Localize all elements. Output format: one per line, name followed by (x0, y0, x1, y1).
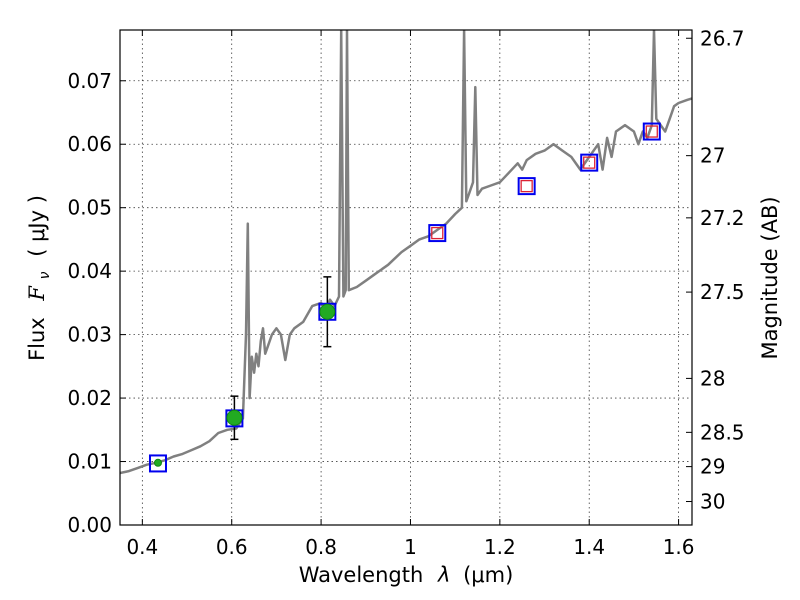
x-tick-label: 1.2 (484, 535, 516, 559)
y-axis-label: Flux (25, 317, 49, 361)
photometry-markers (148, 122, 661, 473)
x-axis-label: Wavelength (299, 563, 424, 587)
green-circle-marker (319, 303, 336, 320)
y-tick-label: 0.04 (67, 259, 112, 283)
red-square-marker (520, 179, 533, 193)
green-circle-marker (153, 458, 162, 467)
right-tick-label: 27 (700, 144, 725, 168)
x-axis-unit: (μm) (463, 563, 513, 587)
y-axis-title-left: Flux F ν ( μJy ) (25, 195, 54, 361)
x-tick-label: 0.6 (216, 535, 248, 559)
y-tick-label: 0.07 (67, 69, 112, 93)
y-axis-ticks: 0.00 0.01 0.02 0.03 0.04 0.05 0.06 0.07 (67, 69, 126, 537)
plot-frame (119, 29, 693, 526)
spectrum-line (120, 30, 692, 475)
right-tick-label: 28 (700, 366, 725, 390)
right-axis-ticks: 26.7 27 27.2 27.5 28 28.5 29 30 (686, 26, 745, 514)
y-tick-label: 0.03 (67, 323, 112, 347)
y-tick-label: 0.06 (67, 132, 112, 156)
right-tick-label: 30 (700, 490, 725, 514)
red-square-marker (583, 156, 596, 169)
x-tick-label: 0.8 (305, 535, 337, 559)
y-tick-label: 0.02 (67, 386, 112, 410)
green-circle-marker (226, 409, 243, 426)
y-axis-subscript: ν (37, 271, 53, 279)
right-tick-label: 28.5 (700, 420, 745, 444)
x-tick-label: 1 (404, 535, 417, 559)
red-square-marker (431, 226, 444, 240)
y-tick-label: 0.00 (67, 513, 112, 537)
x-tick-label: 1.4 (573, 535, 605, 559)
x-axis-symbol: λ (437, 563, 450, 587)
grid-lines (120, 30, 692, 526)
x-tick-label: 1.6 (663, 535, 695, 559)
right-tick-label: 26.7 (700, 26, 745, 50)
y-tick-label: 0.05 (67, 196, 112, 220)
x-tick-label: 0.4 (126, 535, 158, 559)
y-axis-unit: ( μJy ) (25, 195, 49, 257)
blue-square-marker (580, 153, 599, 172)
x-axis-ticks: 0.4 0.6 0.8 1 1.2 1.4 1.6 (126, 30, 695, 559)
y-axis-symbol: F (25, 285, 49, 302)
red-square-marker (645, 125, 658, 138)
blue-square-marker (148, 454, 167, 473)
blue-square-marker (428, 224, 447, 243)
blue-square-marker (642, 122, 661, 141)
y-tick-label: 0.01 (67, 450, 112, 474)
x-axis-title: Wavelength λ (μm) (299, 563, 514, 587)
right-tick-label: 27.5 (700, 280, 745, 304)
y-axis-title-right: Magnitude (AB) (758, 196, 782, 359)
right-tick-label: 27.2 (700, 206, 745, 230)
right-tick-label: 29 (700, 455, 725, 479)
blue-square-marker (517, 177, 536, 196)
spectrum-series (120, 30, 692, 475)
